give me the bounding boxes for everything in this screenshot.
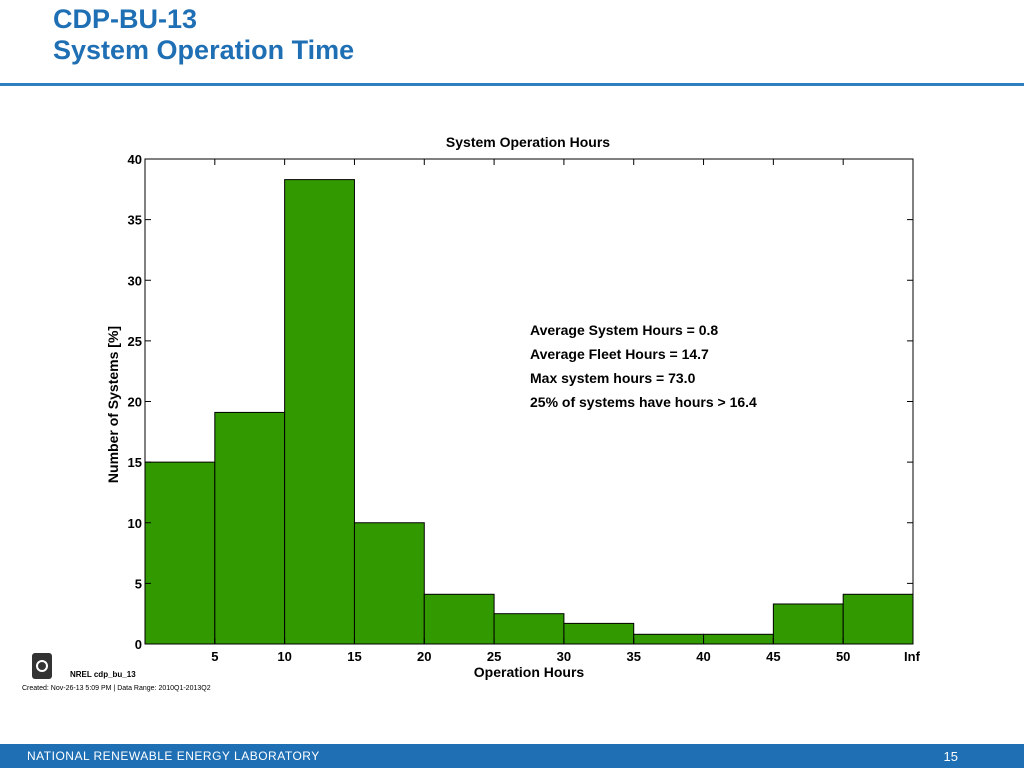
title-divider <box>0 83 1024 86</box>
y-tick-label: 25 <box>128 334 142 349</box>
y-tick-label: 20 <box>128 395 142 410</box>
x-tick-label: 5 <box>211 649 218 664</box>
histogram-bar <box>633 633 705 645</box>
slide-title: CDP-BU-13 System Operation Time <box>53 4 354 66</box>
histogram-bar <box>284 179 355 645</box>
y-tick-label: 10 <box>128 516 142 531</box>
x-axis-label: Operation Hours <box>474 664 585 680</box>
bars-layer <box>144 179 914 645</box>
y-axis-label: Number of Systems [%] <box>105 326 121 483</box>
annotations-layer: Average System Hours = 0.8 Average Fleet … <box>530 322 757 410</box>
slide-title-line2: System Operation Time <box>53 35 355 65</box>
histogram-bar <box>842 593 914 645</box>
chart-title: System Operation Hours <box>446 134 610 150</box>
page-number: 15 <box>943 749 958 764</box>
chart-id-label: NREL cdp_bu_13 <box>70 670 136 679</box>
ticks-layer: 0 5 10 15 20 25 30 35 40 5 10 15 20 25 30 35 40 45 50 Inf <box>128 152 921 664</box>
nrel-logo-icon <box>32 653 52 679</box>
x-tick-label: 35 <box>626 649 640 664</box>
y-tick-label: 30 <box>128 273 142 288</box>
histogram-chart: 0 5 10 15 20 25 30 35 40 5 10 15 20 25 30 35 40 45 50 Inf S… <box>105 134 921 680</box>
histogram-bar <box>703 633 774 645</box>
y-tick-label: 0 <box>135 637 142 652</box>
footer-org-name: NATIONAL RENEWABLE ENERGY LABORATORY <box>27 749 320 763</box>
stat-annotation: 25% of systems have hours > 16.4 <box>530 394 757 410</box>
y-tick-label: 40 <box>128 152 142 167</box>
histogram-bar <box>214 411 286 645</box>
x-tick-label: 40 <box>696 649 710 664</box>
histogram-bar <box>493 613 565 645</box>
slide-title-line1: CDP-BU-13 <box>53 4 198 34</box>
stat-annotation: Average Fleet Hours = 14.7 <box>530 346 709 362</box>
x-tick-label: 45 <box>766 649 780 664</box>
histogram-bar <box>563 622 635 645</box>
histogram-bar <box>423 593 495 645</box>
x-tick-label: Inf <box>904 649 921 664</box>
y-tick-label: 5 <box>135 576 142 591</box>
histogram-bar <box>772 603 844 645</box>
footer-bar: NATIONAL RENEWABLE ENERGY LABORATORY 15 <box>0 744 1024 768</box>
x-tick-label: 30 <box>557 649 571 664</box>
y-tick-label: 15 <box>128 455 142 470</box>
x-tick-label: 15 <box>347 649 361 664</box>
x-tick-label: 50 <box>836 649 850 664</box>
x-tick-label: 20 <box>417 649 431 664</box>
y-tick-label: 35 <box>128 213 142 228</box>
histogram-bar <box>144 461 216 645</box>
histogram-bar <box>353 522 425 645</box>
stat-annotation: Max system hours = 73.0 <box>530 370 696 386</box>
x-tick-label: 25 <box>487 649 501 664</box>
stat-annotation: Average System Hours = 0.8 <box>530 322 718 338</box>
created-note: Created: Nov-26-13 5:09 PM | Data Range:… <box>22 685 211 692</box>
x-tick-label: 10 <box>277 649 291 664</box>
